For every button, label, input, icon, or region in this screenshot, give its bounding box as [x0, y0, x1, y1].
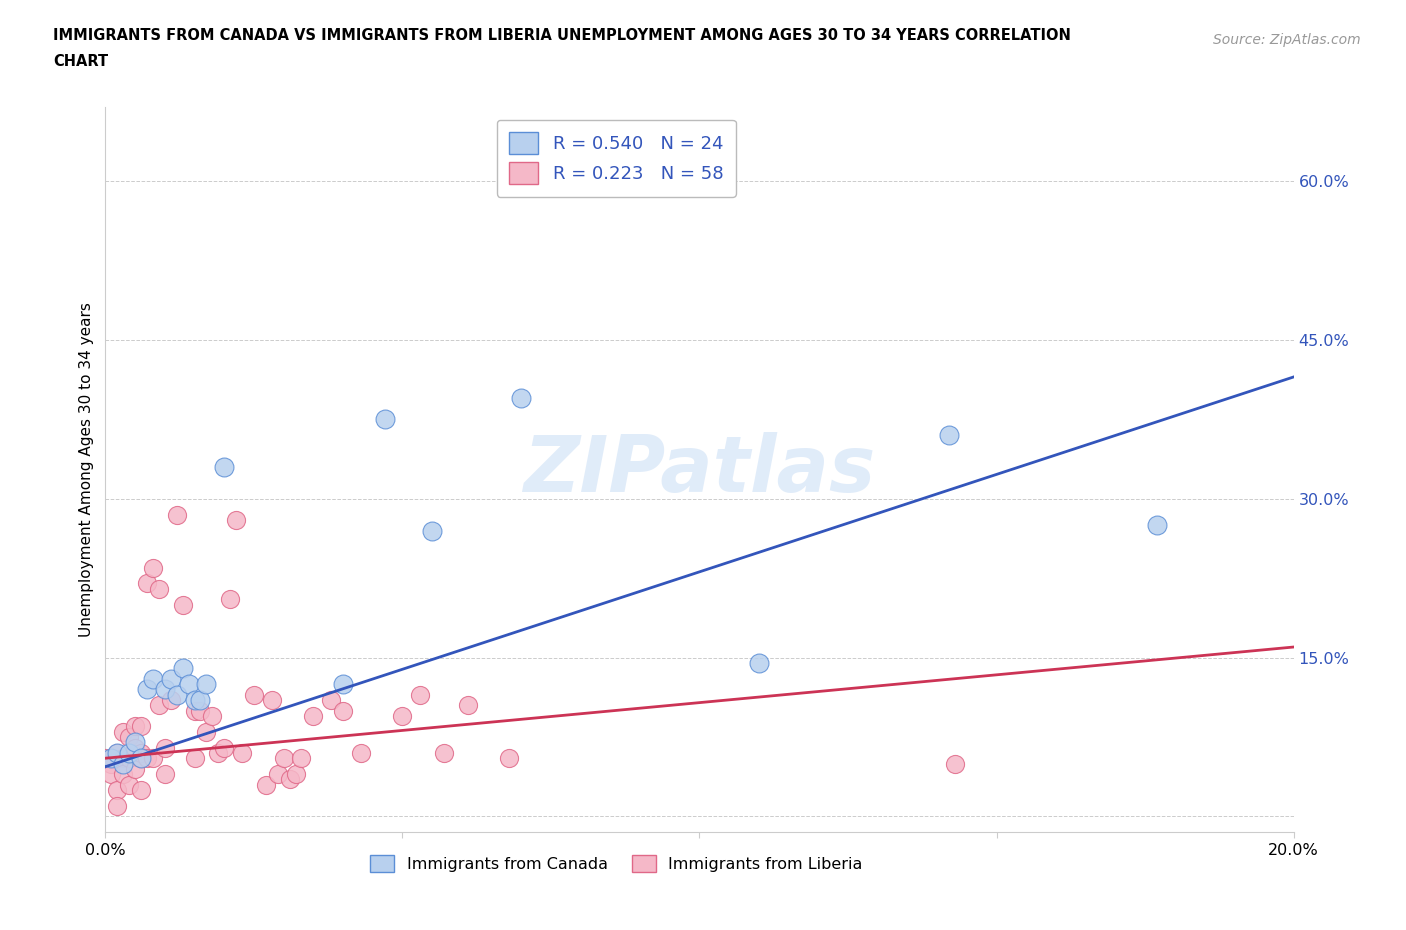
Point	[166, 687, 188, 702]
Y-axis label: Unemployment Among Ages 30 to 34 years: Unemployment Among Ages 30 to 34 years	[79, 302, 94, 637]
Point	[172, 661, 194, 676]
Point	[183, 693, 205, 708]
Point	[938, 428, 960, 443]
Point	[105, 746, 128, 761]
Point	[273, 751, 295, 765]
Point	[457, 698, 479, 712]
Point	[124, 740, 146, 755]
Point	[100, 756, 122, 771]
Point	[136, 751, 159, 765]
Point	[100, 751, 122, 765]
Point	[142, 560, 165, 575]
Point	[1146, 518, 1168, 533]
Point	[129, 751, 152, 765]
Point	[112, 724, 135, 739]
Point	[129, 782, 152, 797]
Text: IMMIGRANTS FROM CANADA VS IMMIGRANTS FROM LIBERIA UNEMPLOYMENT AMONG AGES 30 TO : IMMIGRANTS FROM CANADA VS IMMIGRANTS FRO…	[53, 28, 1071, 43]
Text: CHART: CHART	[53, 54, 108, 69]
Point	[433, 746, 456, 761]
Point	[105, 746, 128, 761]
Point	[124, 735, 146, 750]
Point	[243, 687, 266, 702]
Point	[195, 677, 218, 692]
Point	[290, 751, 312, 765]
Point	[148, 581, 170, 596]
Point	[177, 677, 200, 692]
Point	[112, 766, 135, 781]
Point	[112, 756, 135, 771]
Point	[124, 719, 146, 734]
Point	[129, 751, 152, 765]
Point	[183, 751, 205, 765]
Point	[190, 703, 212, 718]
Point	[350, 746, 373, 761]
Point	[284, 766, 307, 781]
Point	[260, 693, 283, 708]
Point	[105, 782, 128, 797]
Point	[124, 762, 146, 777]
Legend: Immigrants from Canada, Immigrants from Liberia: Immigrants from Canada, Immigrants from …	[364, 848, 869, 879]
Point	[302, 709, 325, 724]
Point	[136, 682, 159, 697]
Point	[105, 799, 128, 814]
Point	[201, 709, 224, 724]
Point	[332, 703, 354, 718]
Point	[136, 576, 159, 591]
Point	[231, 746, 253, 761]
Point	[190, 693, 212, 708]
Point	[943, 756, 966, 771]
Point	[112, 751, 135, 765]
Point	[267, 766, 290, 781]
Point	[153, 766, 176, 781]
Point	[420, 523, 443, 538]
Point	[118, 751, 141, 765]
Point	[118, 777, 141, 792]
Point	[129, 746, 152, 761]
Point	[153, 682, 176, 697]
Point	[498, 751, 520, 765]
Point	[100, 766, 122, 781]
Point	[409, 687, 432, 702]
Point	[748, 656, 770, 671]
Point	[214, 740, 236, 755]
Point	[321, 693, 343, 708]
Point	[207, 746, 229, 761]
Point	[219, 591, 242, 606]
Point	[118, 746, 141, 761]
Point	[172, 597, 194, 612]
Text: Source: ZipAtlas.com: Source: ZipAtlas.com	[1213, 33, 1361, 46]
Point	[510, 391, 533, 405]
Point	[153, 740, 176, 755]
Text: ZIPatlas: ZIPatlas	[523, 432, 876, 508]
Point	[142, 751, 165, 765]
Point	[118, 730, 141, 745]
Point	[166, 507, 188, 522]
Point	[332, 677, 354, 692]
Point	[214, 459, 236, 474]
Point	[148, 698, 170, 712]
Point	[225, 512, 247, 527]
Point	[142, 671, 165, 686]
Point	[94, 751, 117, 765]
Point	[374, 412, 396, 427]
Point	[129, 719, 152, 734]
Point	[391, 709, 413, 724]
Point	[159, 671, 181, 686]
Point	[183, 703, 205, 718]
Point	[195, 724, 218, 739]
Point	[278, 772, 301, 787]
Point	[159, 693, 181, 708]
Point	[254, 777, 277, 792]
